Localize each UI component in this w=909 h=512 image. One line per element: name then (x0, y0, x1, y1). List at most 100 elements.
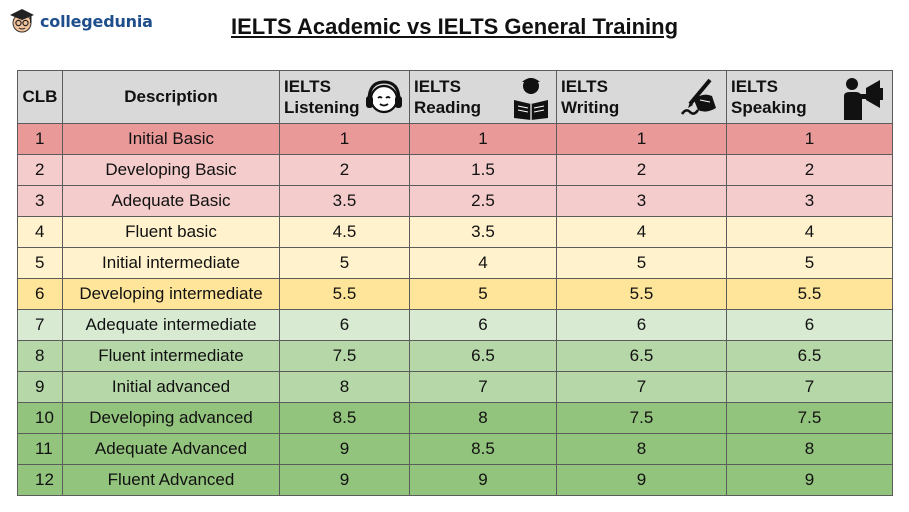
cell-description: Developing Basic (62, 154, 280, 186)
megaphone-speaker-icon (844, 78, 883, 120)
table-row: 3 Adequate Basic 3.5 2.5 3 3 (17, 185, 893, 217)
cell-writing: 2 (556, 154, 727, 186)
header-reading: IELTS Reading (409, 70, 557, 124)
table-row: 2 Developing Basic 2 1.5 2 2 (17, 154, 893, 186)
table-row: 5 Initial intermediate 5 4 5 5 (17, 247, 893, 279)
cell-clb: 3 (17, 185, 63, 217)
cell-writing: 5.5 (556, 278, 727, 310)
cell-speaking: 5.5 (726, 278, 893, 310)
cell-description: Initial advanced (62, 371, 280, 403)
cell-listening: 8 (279, 371, 410, 403)
graduate-cap-icon (10, 9, 34, 33)
header-listening-line1: IELTS (284, 77, 331, 96)
cell-writing: 9 (556, 464, 727, 496)
headphones-icon (366, 80, 402, 114)
cell-speaking: 5 (726, 247, 893, 279)
header-writing: IELTS Writing (556, 70, 727, 124)
cell-listening: 5 (279, 247, 410, 279)
reader-icon (514, 78, 548, 120)
cell-writing: 6 (556, 309, 727, 341)
cell-speaking: 8 (726, 433, 893, 465)
cell-speaking: 3 (726, 185, 893, 217)
clb-ielts-table: CLB Description IELTS Listening (17, 70, 893, 496)
cell-description: Fluent Advanced (62, 464, 280, 496)
header-clb: CLB (17, 70, 63, 124)
cell-clb: 10 (17, 402, 63, 434)
collegedunia-logo[interactable]: collegedunia (8, 6, 153, 36)
cell-description: Adequate intermediate (62, 309, 280, 341)
cell-writing: 7.5 (556, 402, 727, 434)
cell-writing: 8 (556, 433, 727, 465)
cell-listening: 9 (279, 433, 410, 465)
cell-speaking: 1 (726, 123, 893, 155)
cell-reading: 1.5 (409, 154, 557, 186)
cell-listening: 4.5 (279, 216, 410, 248)
cell-clb: 5 (17, 247, 63, 279)
cell-speaking: 6.5 (726, 340, 893, 372)
cell-clb: 2 (17, 154, 63, 186)
cell-writing: 3 (556, 185, 727, 217)
cell-listening: 5.5 (279, 278, 410, 310)
table-row: 6 Developing intermediate 5.5 5 5.5 5.5 (17, 278, 893, 310)
page-title: IELTS Academic vs IELTS General Training (230, 14, 679, 39)
cell-listening: 8.5 (279, 402, 410, 434)
cell-description: Fluent intermediate (62, 340, 280, 372)
cell-writing: 1 (556, 123, 727, 155)
header-writing-line1: IELTS (561, 77, 608, 96)
cell-writing: 5 (556, 247, 727, 279)
cell-description: Developing intermediate (62, 278, 280, 310)
header-writing-line2: Writing (561, 98, 620, 117)
cell-clb: 4 (17, 216, 63, 248)
cell-reading: 7 (409, 371, 557, 403)
table-row: 9 Initial advanced 8 7 7 7 (17, 371, 893, 403)
cell-clb: 8 (17, 340, 63, 372)
cell-writing: 7 (556, 371, 727, 403)
cell-clb: 7 (17, 309, 63, 341)
cell-reading: 8 (409, 402, 557, 434)
table-row: 7 Adequate intermediate 6 6 6 6 (17, 309, 893, 341)
cell-listening: 9 (279, 464, 410, 496)
cell-description: Initial intermediate (62, 247, 280, 279)
header-description: Description (62, 70, 280, 124)
header-speaking: IELTS Speaking (726, 70, 893, 124)
cell-listening: 7.5 (279, 340, 410, 372)
cell-clb: 11 (17, 433, 63, 465)
cell-description: Adequate Basic (62, 185, 280, 217)
cell-reading: 6.5 (409, 340, 557, 372)
cell-listening: 6 (279, 309, 410, 341)
cell-reading: 8.5 (409, 433, 557, 465)
table-row: 10 Developing advanced 8.5 8 7.5 7.5 (17, 402, 893, 434)
cell-reading: 5 (409, 278, 557, 310)
cell-speaking: 7.5 (726, 402, 893, 434)
cell-reading: 9 (409, 464, 557, 496)
cell-clb: 12 (17, 464, 63, 496)
cell-listening: 2 (279, 154, 410, 186)
cell-description: Adequate Advanced (62, 433, 280, 465)
cell-speaking: 2 (726, 154, 893, 186)
header-speaking-line1: IELTS (731, 77, 778, 96)
table-row: 11 Adequate Advanced 9 8.5 8 8 (17, 433, 893, 465)
cell-speaking: 6 (726, 309, 893, 341)
header-listening-line2: Listening (284, 98, 360, 117)
header-row: CLB Description IELTS Listening (17, 70, 893, 124)
cell-clb: 1 (17, 123, 63, 155)
header-reading-line1: IELTS (414, 77, 461, 96)
cell-description: Developing advanced (62, 402, 280, 434)
cell-description: Fluent basic (62, 216, 280, 248)
writing-hand-icon (680, 78, 716, 115)
cell-speaking: 9 (726, 464, 893, 496)
cell-reading: 2.5 (409, 185, 557, 217)
table-row: 12 Fluent Advanced 9 9 9 9 (17, 464, 893, 496)
table-row: 1 Initial Basic 1 1 1 1 (17, 123, 893, 155)
table-row: 4 Fluent basic 4.5 3.5 4 4 (17, 216, 893, 248)
header-listening: IELTS Listening (279, 70, 410, 124)
cell-clb: 6 (17, 278, 63, 310)
cell-speaking: 7 (726, 371, 893, 403)
cell-reading: 3.5 (409, 216, 557, 248)
cell-clb: 9 (17, 371, 63, 403)
logo-text: collegedunia (40, 11, 153, 31)
table-row: 8 Fluent intermediate 7.5 6.5 6.5 6.5 (17, 340, 893, 372)
cell-writing: 6.5 (556, 340, 727, 372)
cell-speaking: 4 (726, 216, 893, 248)
cell-reading: 6 (409, 309, 557, 341)
